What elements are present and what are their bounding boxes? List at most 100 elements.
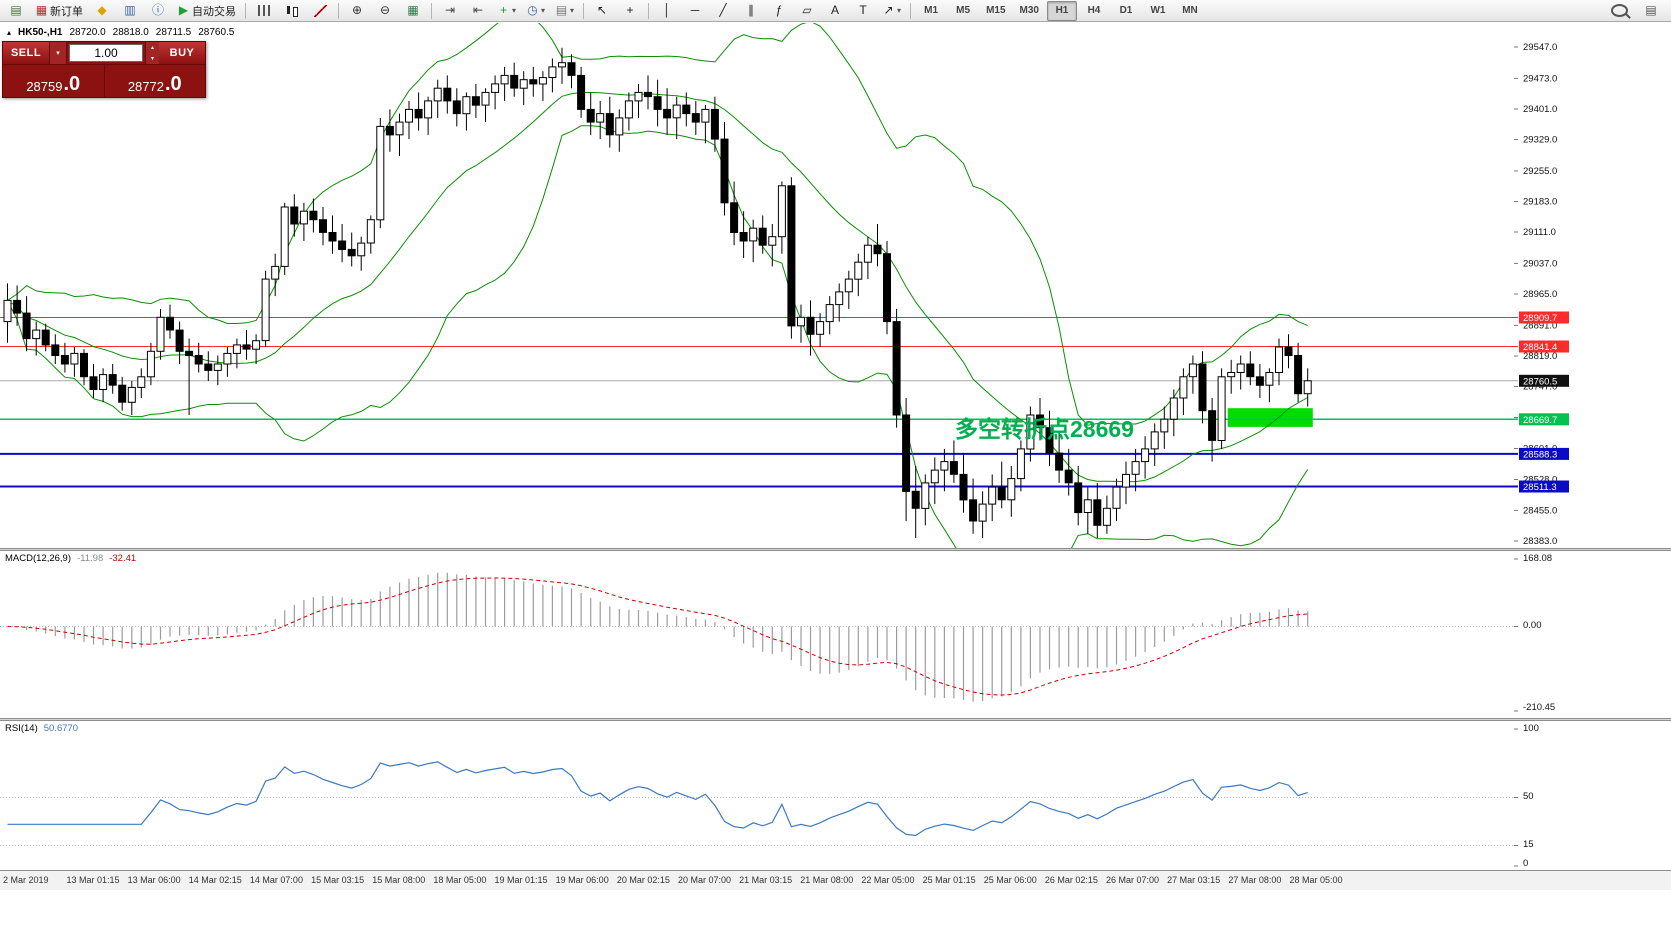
rsi-value: 50.6770 xyxy=(43,723,79,734)
signal-rectangle[interactable] xyxy=(1227,408,1313,427)
search-button[interactable] xyxy=(1606,1,1632,21)
periods-icon: ◷ xyxy=(527,3,538,17)
timeframe-m1-button[interactable]: M1 xyxy=(924,5,939,16)
fibonacci-button[interactable]: ƒ xyxy=(766,1,792,21)
svg-text:28841.4: 28841.4 xyxy=(1523,342,1557,353)
periods-button[interactable]: ◷ ▾ xyxy=(522,1,549,21)
cursor-icon: ↖ xyxy=(597,3,608,17)
timeframe-h4-button[interactable]: H4 xyxy=(1087,5,1101,16)
vertical-line-icon: │ xyxy=(663,3,671,17)
indicators-list-button[interactable]: + ▾ xyxy=(493,1,520,21)
zoom-out-button[interactable]: ⊖ xyxy=(372,1,398,21)
buy-price-frac: .0 xyxy=(164,73,182,95)
data-window-button[interactable]: ⓘ xyxy=(145,1,171,21)
buy-price[interactable]: 28772 .0 xyxy=(103,65,206,97)
chart-bars-mode-button[interactable] xyxy=(251,1,277,21)
svg-text:29111.0: 29111.0 xyxy=(1523,227,1556,238)
svg-text:28588.3: 28588.3 xyxy=(1523,449,1557,460)
volume-down-icon[interactable]: ▾ xyxy=(146,53,159,64)
crosshair-button[interactable]: + xyxy=(617,1,643,21)
horizontal-line-button[interactable]: ─ xyxy=(682,1,708,21)
order-options-dropdown[interactable]: ▾ xyxy=(49,42,67,64)
chart-shift-button[interactable]: ⇤ xyxy=(465,1,491,21)
equidistant-channel-button[interactable]: ∥ xyxy=(738,1,764,21)
timeframe-m5-button[interactable]: M5 xyxy=(956,5,971,16)
zoom-out-icon: ⊖ xyxy=(379,3,391,17)
volume-input[interactable]: 1.00 xyxy=(69,44,143,62)
svg-text:29401.0: 29401.0 xyxy=(1523,104,1557,115)
new-chart-button[interactable]: ▤ xyxy=(3,1,29,21)
timeframe-w1-button[interactable]: W1 xyxy=(1150,5,1166,16)
sell-price[interactable]: 28759 .0 xyxy=(3,65,104,97)
profiles-button[interactable]: ◆ xyxy=(89,1,115,21)
sell-price-frac: .0 xyxy=(63,73,81,95)
panel-separator[interactable] xyxy=(0,548,1671,551)
crosshair-icon: + xyxy=(626,3,634,17)
sell-button[interactable]: SELL xyxy=(3,42,49,64)
text-label-button[interactable]: T xyxy=(850,1,876,21)
trendline-button[interactable]: ╱ xyxy=(710,1,736,21)
main-chart-svg[interactable]: 多空转折点2866929547.029473.029401.029329.029… xyxy=(0,23,1671,548)
toolbar-separator xyxy=(338,2,339,19)
macd-label: MACD(12,26,9) -11.98 -32.41 xyxy=(5,553,136,564)
svg-text:28747.0: 28747.0 xyxy=(1523,382,1557,393)
new-order-button[interactable]: ▦ 新订单 xyxy=(31,1,87,21)
chart-candles-mode-button[interactable] xyxy=(279,1,305,21)
timeframe-m15-button[interactable]: M15 xyxy=(986,5,1006,16)
volume-stepper[interactable]: ▴ ▾ xyxy=(145,42,159,64)
volume-up-icon[interactable]: ▴ xyxy=(146,42,159,53)
arrows-dropdown-icon[interactable]: ▾ xyxy=(897,6,902,15)
svg-text:28455.0: 28455.0 xyxy=(1523,506,1557,517)
annotation-text[interactable]: 多空转折点28669 xyxy=(955,416,1134,442)
market-watch-button[interactable]: ▥ xyxy=(117,1,143,21)
time-label: 14 Mar 07:00 xyxy=(249,875,303,885)
zoom-in-icon: ⊕ xyxy=(351,3,363,17)
tile-windows-button[interactable]: ▦ xyxy=(400,1,426,21)
toolbar-separator xyxy=(583,2,585,19)
macd-svg[interactable] xyxy=(0,551,1671,718)
time-label: 19 Mar 01:15 xyxy=(494,875,548,885)
time-label: 21 Mar 08:00 xyxy=(800,875,854,885)
timeframe-d1-button[interactable]: D1 xyxy=(1119,5,1133,16)
cursor-button[interactable]: ↖ xyxy=(589,1,615,21)
templates-icon: ▤ xyxy=(555,3,568,17)
shapes-button[interactable]: ▱ xyxy=(794,1,820,21)
templates-button[interactable]: ▤ ▾ xyxy=(551,1,578,21)
horizontal-line-icon: ─ xyxy=(690,3,700,17)
zoom-in-button[interactable]: ⊕ xyxy=(344,1,370,21)
auto-scroll-button[interactable]: ⇥ xyxy=(437,1,463,21)
templates-dropdown-icon[interactable]: ▾ xyxy=(570,6,575,15)
buy-button[interactable]: BUY xyxy=(159,42,205,64)
timeframe-mn-button[interactable]: MN xyxy=(1182,5,1198,16)
collapse-icon[interactable]: ▴ xyxy=(7,28,12,37)
auto-trading-button[interactable]: ▶ 自动交易 xyxy=(173,1,240,21)
rsi-svg[interactable] xyxy=(0,721,1671,870)
text-button[interactable]: A xyxy=(822,1,848,21)
market-watch-icon: ▥ xyxy=(124,3,136,17)
community-button[interactable]: ▤ xyxy=(1638,1,1664,21)
vertical-line-button[interactable]: │ xyxy=(654,1,680,21)
time-axis[interactable]: 2 Mar 2019 13 Mar 01:15 13 Mar 06:00 14 Mar… xyxy=(0,870,1671,890)
panel-separator[interactable] xyxy=(0,718,1671,721)
timeframe-m30-button[interactable]: M30 xyxy=(1019,5,1039,16)
macd-title: MACD(12,26,9) xyxy=(5,553,71,564)
price-level-lines xyxy=(0,317,1518,488)
rsi-scale-100: 100 xyxy=(1523,723,1539,734)
indicators-list-dropdown-icon[interactable]: ▾ xyxy=(512,6,517,15)
auto-trading-label: 自动交易 xyxy=(192,5,236,18)
macd-signal-line xyxy=(7,577,1308,696)
macd-panel[interactable]: MACD(12,26,9) -11.98 -32.41 168.08 0.00 … xyxy=(0,551,1671,718)
symbol-timeframe-label: HK50-,H1 xyxy=(18,27,63,38)
arrows-button[interactable]: ↗ ▾ xyxy=(878,1,905,21)
rsi-scale-15: 15 xyxy=(1523,839,1534,850)
timeframe-h1-button[interactable]: H1 xyxy=(1046,0,1077,21)
toolbar: ▤ ▦ 新订单 ◆ ▥ ⓘ ▶ 自动交易 ⊕ ⊖ ▦ ⇥ ⇤ + ▾ ◷ ▾ ▤ ▾ ↖ + │ ─ ╱ ∥ ƒ ▱ A T ↗ ▾ M1 M5… xyxy=(0,0,1671,22)
chart-line-mode-button[interactable] xyxy=(307,1,333,21)
periods-dropdown-icon[interactable]: ▾ xyxy=(541,6,546,15)
rsi-panel[interactable]: RSI(14) 50.6770 100 50 15 0 xyxy=(0,721,1671,870)
text-label-icon: T xyxy=(859,3,867,17)
main-chart-panel[interactable]: 多空转折点28669 29547.0 29473.0 29401.0 29329.0 29… xyxy=(0,23,1671,548)
time-label: 14 Mar 02:15 xyxy=(188,875,242,885)
community-icon: ▤ xyxy=(1645,3,1657,17)
rsi-axis-ticks xyxy=(1514,728,1518,867)
